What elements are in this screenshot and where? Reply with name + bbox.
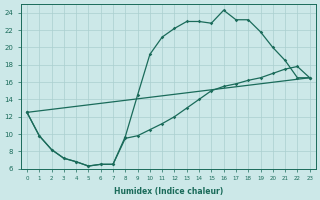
X-axis label: Humidex (Indice chaleur): Humidex (Indice chaleur) (114, 187, 223, 196)
